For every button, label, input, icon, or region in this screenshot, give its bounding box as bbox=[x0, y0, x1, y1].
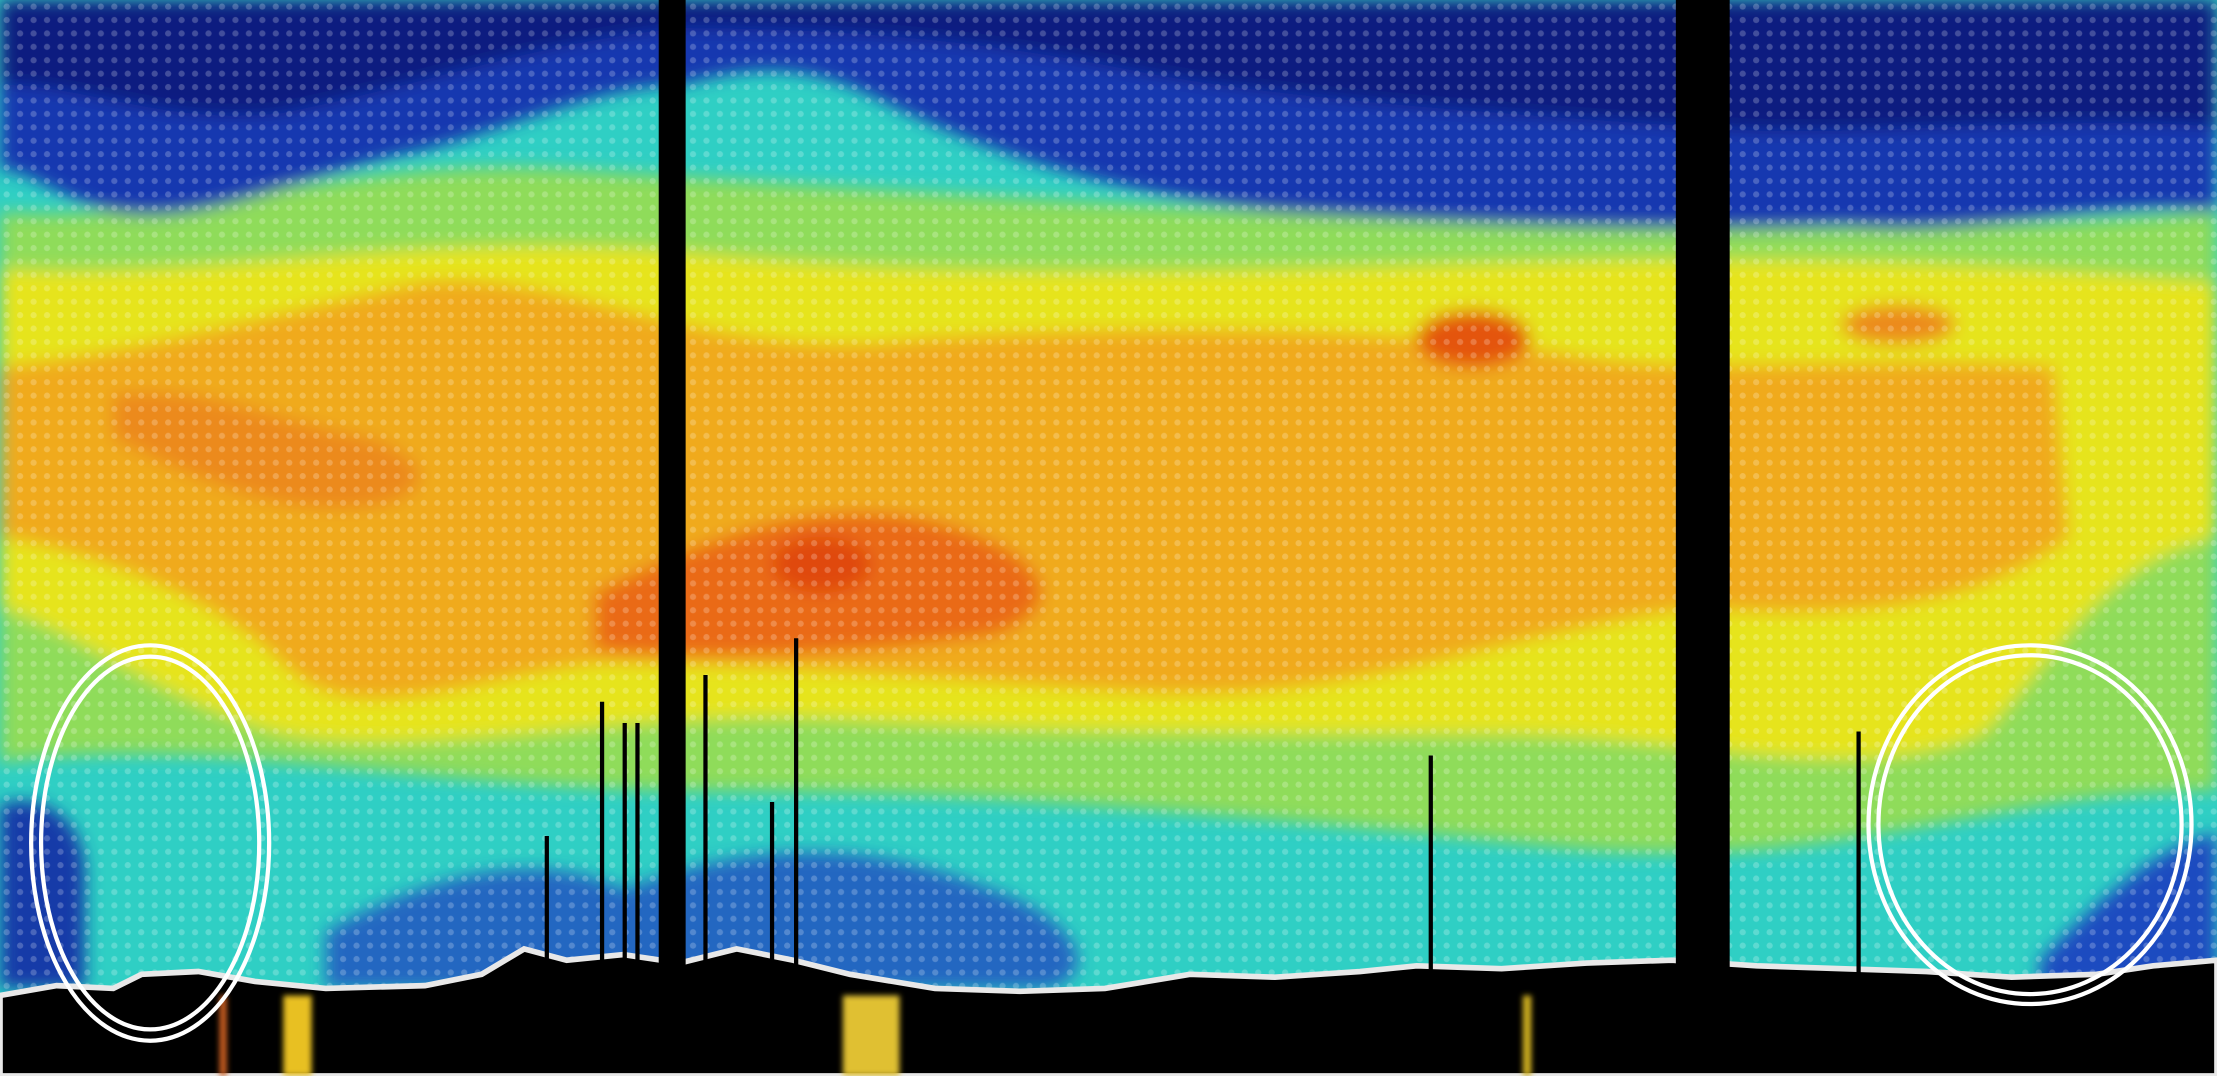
data-gap bbox=[659, 0, 686, 988]
pixel-grid bbox=[0, 0, 2217, 1076]
echogram bbox=[0, 0, 2217, 1076]
data-gap bbox=[1676, 0, 1730, 988]
streak bbox=[843, 996, 900, 1076]
page: (() => { const data = JSON.parse(documen… bbox=[0, 0, 2217, 1076]
streak bbox=[220, 996, 227, 1076]
streak bbox=[1523, 996, 1531, 1076]
streak bbox=[283, 996, 311, 1076]
